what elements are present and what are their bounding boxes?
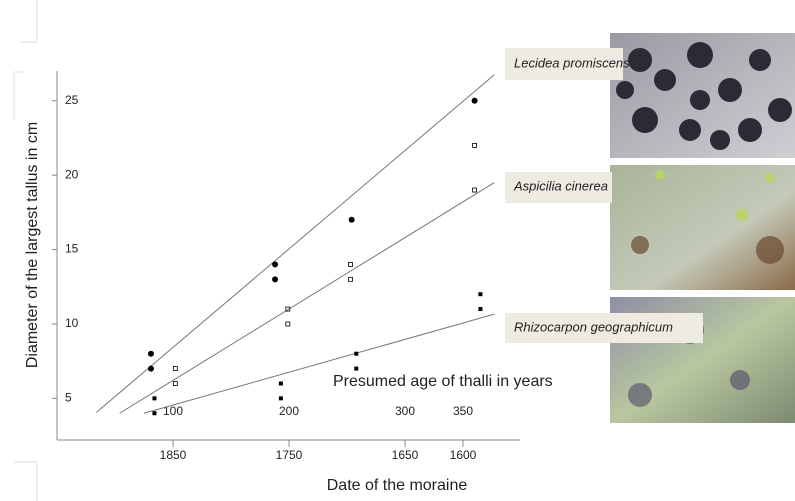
y-tick-label: 10: [65, 316, 79, 330]
point: [354, 367, 358, 371]
point: [473, 143, 477, 147]
trend-line: [144, 314, 494, 413]
point: [272, 276, 278, 282]
point: [478, 307, 482, 311]
legend-label: Lecidea promiscens: [514, 55, 630, 70]
photos: [610, 33, 795, 423]
point: [272, 261, 278, 267]
point: [152, 411, 156, 415]
point: [279, 396, 283, 400]
y-tick-label: 25: [65, 93, 79, 107]
y-axis-label: Diameter of the largest tallus in cm: [24, 122, 41, 368]
x-axis-label: Date of the moraine: [327, 477, 468, 494]
point: [478, 292, 482, 296]
point: [473, 188, 477, 192]
point: [173, 367, 177, 371]
point: [279, 381, 283, 385]
photo-aspicilia: [610, 165, 795, 290]
point: [348, 277, 352, 281]
legend-label: Aspicilia cinerea: [513, 178, 608, 193]
age-tick-label: 100: [163, 404, 183, 418]
point: [286, 322, 290, 326]
point: [152, 396, 156, 400]
x-tick-label: 1750: [276, 448, 303, 462]
x-tick-label: 1850: [160, 448, 187, 462]
trend-line: [96, 75, 494, 413]
x-tick-label: 1600: [450, 448, 477, 462]
y-tick-label: 20: [65, 167, 79, 181]
point: [354, 352, 358, 356]
point: [148, 366, 154, 372]
chart: Lecidea promiscens Aspicilia cinerea Rhi…: [0, 0, 795, 501]
point: [472, 98, 478, 104]
y-tick-label: 15: [65, 242, 79, 256]
point: [349, 217, 355, 223]
x-tick-label: 1650: [392, 448, 419, 462]
point: [148, 351, 154, 357]
point: [348, 262, 352, 266]
legend-label: Rhizocarpon geographicum: [514, 319, 673, 334]
age-tick-label: 350: [453, 404, 473, 418]
age-tick-label: 300: [395, 404, 415, 418]
age-tick-label: 200: [279, 404, 299, 418]
y-tick-label: 5: [65, 391, 72, 405]
point: [173, 381, 177, 385]
age-axis-label: Presumed age of thalli in years: [333, 373, 553, 390]
